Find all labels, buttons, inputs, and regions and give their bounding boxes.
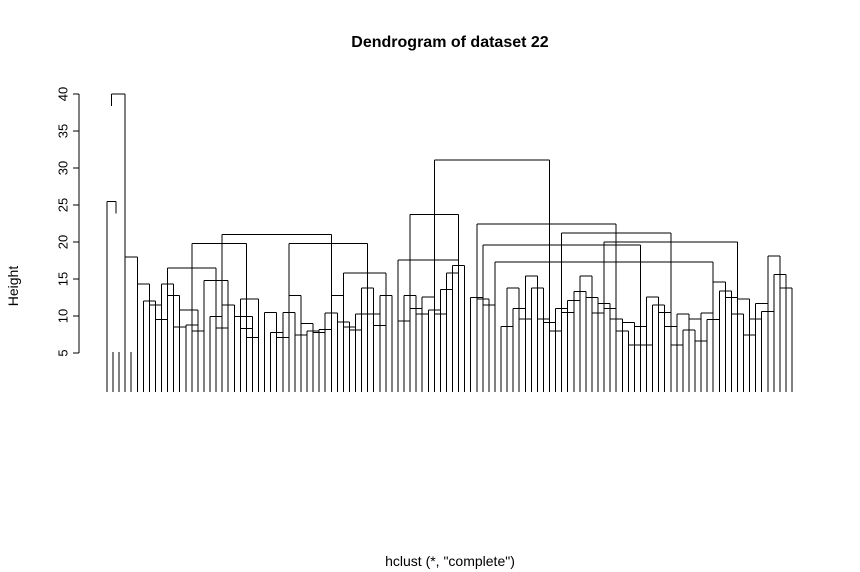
y-axis-label: Height [5, 266, 21, 307]
y-tick-label: 30 [56, 161, 71, 175]
y-tick-label: 25 [56, 198, 71, 212]
dendrogram-tree [106, 93, 793, 392]
x-axis-label: hclust (*, "complete") [385, 553, 515, 569]
y-tick-label: 35 [56, 124, 71, 138]
y-tick-label: 20 [56, 235, 71, 249]
y-axis: 5 10 15 20 25 30 35 40 [56, 87, 80, 357]
y-tick-label: 10 [56, 309, 71, 323]
chart-title: Dendrogram of dataset 22 [351, 34, 548, 51]
y-tick-label: 5 [56, 349, 71, 356]
y-tick-label: 40 [56, 87, 71, 101]
y-tick-label: 15 [56, 272, 71, 286]
